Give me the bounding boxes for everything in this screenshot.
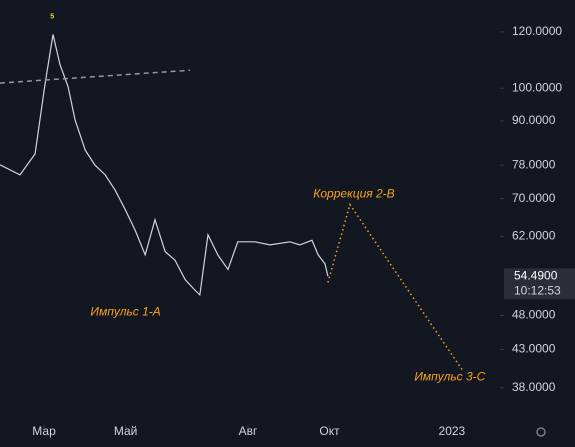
annotation: Коррекция 2-В bbox=[313, 186, 394, 200]
y-tick-label: 38.0000 bbox=[512, 380, 556, 394]
y-tick-label: 48.0000 bbox=[512, 308, 556, 322]
y-tick-label: 100.0000 bbox=[512, 80, 562, 94]
last-price-label: 54.4900 bbox=[514, 268, 558, 282]
annotation: 5 bbox=[50, 14, 54, 21]
y-tick-label: 62.0000 bbox=[512, 228, 556, 242]
series-line bbox=[0, 34, 329, 297]
annotation: Импульс 3-С bbox=[414, 370, 485, 384]
y-tick-label: 78.0000 bbox=[512, 157, 556, 171]
x-tick-label: Авг bbox=[239, 424, 258, 438]
x-tick-label: 2023 bbox=[439, 424, 466, 438]
series-line bbox=[0, 69, 191, 84]
annotation: Импульс 1-А bbox=[90, 304, 160, 318]
series-line bbox=[327, 202, 463, 371]
last-price-box bbox=[504, 268, 575, 300]
y-tick-label: 120.0000 bbox=[512, 24, 562, 38]
settings-icon[interactable] bbox=[536, 427, 546, 437]
x-tick-label: Мар bbox=[32, 424, 56, 438]
countdown-label: 10:12:53 bbox=[514, 283, 561, 297]
y-tick-label: 43.0000 bbox=[512, 342, 556, 356]
x-tick-label: Май bbox=[114, 424, 138, 438]
y-tick-label: 70.0000 bbox=[512, 191, 556, 205]
y-tick-label: 90.0000 bbox=[512, 113, 556, 127]
x-tick-label: Окт bbox=[319, 424, 340, 438]
